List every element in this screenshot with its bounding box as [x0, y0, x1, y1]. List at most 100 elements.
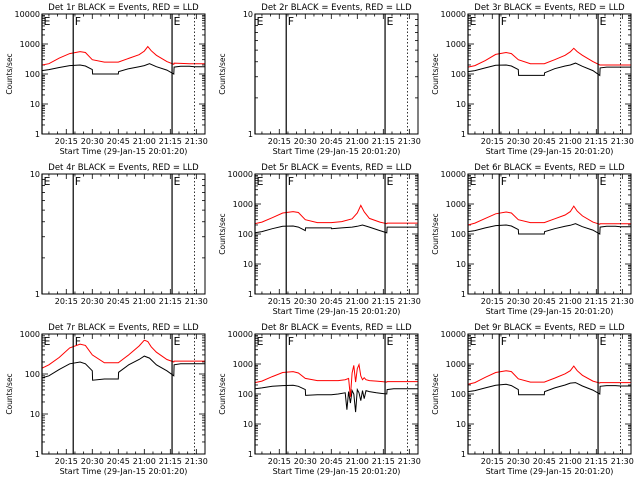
y-tick-label: 100 [25, 370, 40, 379]
x-tick-label: 21:00 [346, 297, 369, 306]
marker-label: E [257, 335, 264, 348]
panel-title: Det 3r BLACK = Events, RED = LLD [474, 3, 625, 13]
x-axis-label: Start Time (29-Jan-15 20:01:20) [486, 467, 614, 476]
x-tick-label: 20:45 [533, 457, 556, 466]
marker-label: F [75, 175, 81, 188]
series-line-lld [468, 365, 631, 385]
panel-det9: Det 9r BLACK = Events, RED = LLD 1 10 100 10… [431, 323, 634, 476]
series-line-events [42, 355, 205, 381]
y-axis-label: Counts/sec [431, 53, 440, 94]
y-tick-label: 10 [243, 420, 253, 429]
plot-frame [41, 13, 206, 135]
marker-label: F [288, 15, 294, 28]
marker-label: E [174, 175, 181, 188]
y-tick-label: 10 [30, 410, 40, 419]
x-tick-label: 20:30 [81, 137, 104, 146]
x-tick-label: 20:15 [55, 297, 78, 306]
y-axis-label: Counts/sec [5, 373, 14, 414]
series-line-events [255, 224, 418, 234]
marker-label: E [600, 335, 607, 348]
x-tick-label: 21:15 [585, 457, 608, 466]
x-tick-label: 21:15 [372, 137, 395, 146]
marker-label: E [44, 335, 51, 348]
x-tick-label: 21:00 [346, 457, 369, 466]
panel-det3: Det 3r BLACK = Events, RED = LLD 1 10 100 10… [431, 3, 634, 156]
x-tick-label: 21:15 [585, 297, 608, 306]
y-tick-label: 10000 [228, 170, 253, 179]
x-tick-label: 21:00 [346, 137, 369, 146]
panel-title: Det 9r BLACK = Events, RED = LLD [474, 323, 625, 333]
y-axis-label: Counts/sec [5, 53, 14, 94]
panel-det5: Det 5r BLACK = Events, RED = LLD 1 10 100 10… [218, 163, 421, 316]
series-line-events [255, 384, 418, 413]
plot-frame [467, 333, 632, 455]
x-axis-label: Start Time (29-Jan-15 20:01:20) [273, 467, 401, 476]
x-tick-label: 20:30 [507, 297, 530, 306]
x-axis-label: Start Time (29-Jan-15 20:01:20) [60, 467, 188, 476]
panel-title: Det 2r BLACK = Events, RED = LLD [261, 3, 412, 13]
x-tick-label: 20:45 [533, 137, 556, 146]
marker-label: E [470, 175, 477, 188]
x-tick-label: 20:30 [507, 457, 530, 466]
marker-label: E [600, 15, 607, 28]
x-tick-label: 20:30 [81, 457, 104, 466]
x-tick-label: 20:45 [107, 137, 130, 146]
y-tick-label: 1000 [20, 40, 40, 49]
x-tick-label: 20:15 [481, 137, 504, 146]
marker-label: F [501, 15, 507, 28]
x-tick-label: 20:15 [55, 137, 78, 146]
plot-frame [467, 173, 632, 295]
plot-frame [41, 173, 206, 295]
x-tick-label: 21:30 [398, 137, 421, 146]
y-tick-label: 10000 [441, 170, 466, 179]
x-tick-label: 20:30 [294, 457, 317, 466]
x-tick-label: 21:00 [559, 297, 582, 306]
marker-label: E [387, 15, 394, 28]
panel-det2: Det 2r BLACK = Events, RED = LLD 1 10 20:15… [218, 3, 421, 156]
marker-label: E [174, 335, 181, 348]
panel-title: Det 7r BLACK = Events, RED = LLD [48, 323, 199, 333]
series-line-events [468, 62, 631, 77]
marker-label: E [44, 175, 51, 188]
x-tick-label: 21:15 [372, 297, 395, 306]
marker-label: F [288, 335, 294, 348]
x-tick-label: 20:30 [294, 297, 317, 306]
y-tick-label: 1 [248, 290, 253, 299]
y-tick-label: 10000 [15, 10, 40, 19]
marker-label: E [44, 15, 51, 28]
y-tick-label: 1000 [20, 330, 40, 339]
y-tick-label: 10 [30, 170, 40, 179]
x-axis-label: Start Time (29-Jan-15 20:01:20) [486, 147, 614, 156]
series-line-lld [468, 205, 631, 226]
panel-title: Det 5r BLACK = Events, RED = LLD [261, 163, 412, 173]
panel-det8: Det 8r BLACK = Events, RED = LLD 1 10 100 10… [218, 323, 421, 476]
series-line-lld [42, 45, 205, 66]
y-axis-label: Counts/sec [431, 213, 440, 254]
x-tick-label: 20:30 [507, 137, 530, 146]
x-axis-label: Start Time (29-Jan-15 20:01:20) [273, 147, 401, 156]
x-tick-label: 21:15 [372, 457, 395, 466]
marker-label: F [75, 335, 81, 348]
panel-title: Det 8r BLACK = Events, RED = LLD [261, 323, 412, 333]
y-axis-label: Counts/sec [431, 373, 440, 414]
x-tick-label: 20:15 [268, 297, 291, 306]
series-line-lld [468, 47, 631, 68]
plot-frame [41, 333, 206, 455]
panel-title: Det 1r BLACK = Events, RED = LLD [48, 3, 199, 13]
x-tick-label: 20:45 [320, 137, 343, 146]
y-tick-label: 100 [451, 230, 466, 239]
panel-det1: Det 1r BLACK = Events, RED = LLD 1 10 100 10… [5, 3, 208, 156]
x-tick-label: 20:45 [107, 457, 130, 466]
series-line-lld [42, 339, 205, 369]
y-tick-label: 100 [451, 70, 466, 79]
panel-det4: Det 4r BLACK = Events, RED = LLD 1 10 20:15… [30, 163, 208, 306]
x-tick-label: 20:15 [268, 457, 291, 466]
y-tick-label: 1 [461, 450, 466, 459]
panel-det6: Det 6r BLACK = Events, RED = LLD 1 10 100 10… [431, 163, 634, 316]
x-tick-label: 21:30 [611, 137, 634, 146]
plot-frame [254, 173, 419, 295]
x-tick-label: 20:45 [320, 457, 343, 466]
y-tick-label: 10 [456, 100, 466, 109]
y-axis-label: Counts/sec [218, 53, 227, 94]
